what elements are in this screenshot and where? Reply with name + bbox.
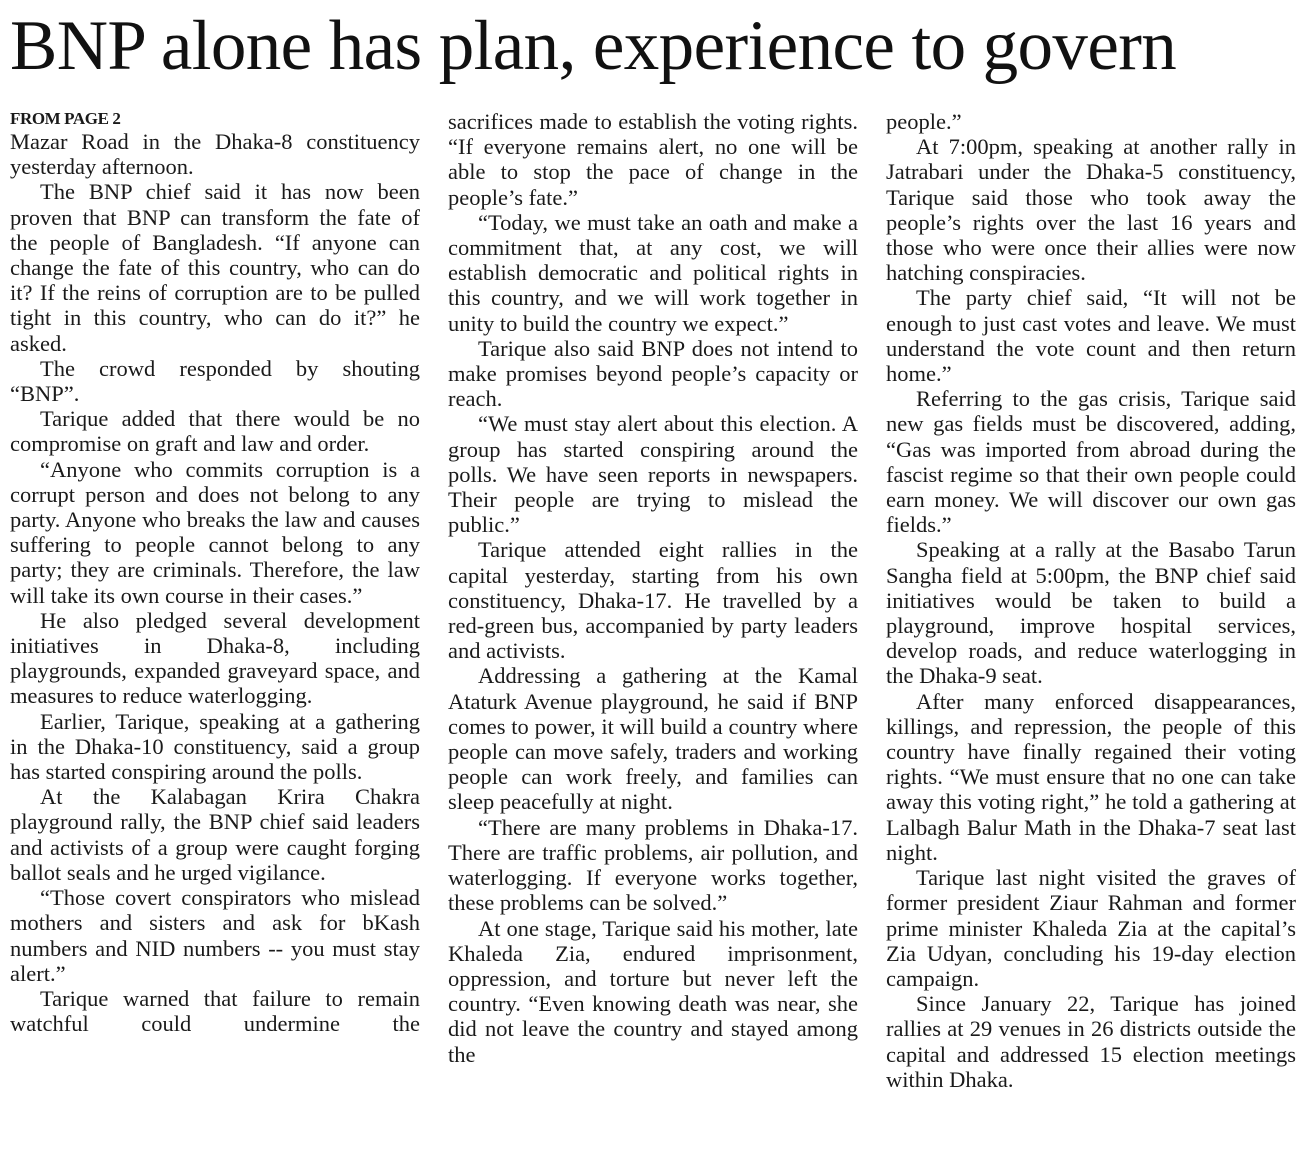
article-paragraph: Tarique added that there would be no com… [10, 406, 420, 457]
article-paragraph: At 7:00pm, speaking at another rally in … [886, 134, 1296, 286]
continued-from-label: FROM PAGE 2 [10, 109, 121, 128]
article-paragraph: Tarique also said BNP does not intend to… [448, 335, 858, 412]
article-paragraph: Speaking at a rally at the Basabo Tarun … [886, 537, 1296, 689]
article-column-2: sacrifices made to establish the voting … [448, 109, 858, 1067]
article-paragraph: The BNP chief said it has now been prove… [10, 179, 420, 356]
article-column-1: FROM PAGE 2 Mazar Road in the Dhaka-8 co… [10, 109, 420, 1036]
article-paragraph: Tarique attended eight rallies in the ca… [448, 537, 858, 664]
article-paragraph: “Those covert conspirators who mislead m… [10, 885, 420, 986]
article-paragraph: people.” [886, 109, 962, 134]
article-paragraph: At one stage, Tarique said his mother, l… [448, 915, 858, 1067]
article-paragraph: sacrifices made to establish the voting … [448, 109, 858, 210]
article-paragraph: At the Kalabagan Krira Chakra playground… [10, 784, 420, 885]
article-paragraph: The party chief said, “It will not be en… [886, 285, 1296, 387]
article-paragraph: After many enforced disappearances, kill… [886, 688, 1296, 865]
article-paragraph: “We must stay alert about this election.… [448, 411, 858, 538]
article-paragraph: Since January 22, Tarique has joined ral… [886, 991, 1296, 1092]
article-paragraph: The crowd responded by shouting “BNP”. [10, 355, 420, 407]
article-paragraph: Tarique last night visited the graves of… [886, 865, 1296, 991]
article-paragraph: “Anyone who commits corruption is a corr… [10, 456, 420, 608]
article-paragraph: Earlier, Tarique, speaking at a gatherin… [10, 708, 420, 785]
article-paragraph: Addressing a gathering at the Kamal Atat… [448, 663, 858, 815]
article-paragraph: Mazar Road in the Dhaka-8 constituency y… [10, 129, 420, 180]
article-paragraph: Referring to the gas crisis, Tarique sai… [886, 386, 1296, 538]
article-paragraph: “Today, we must take an oath and make a … [448, 209, 858, 336]
article-paragraph: Tarique warned that failure to remain wa… [10, 985, 420, 1037]
article-paragraph: He also pledged several development init… [10, 607, 420, 709]
article-paragraph: “There are many problems in Dhaka-17. Th… [448, 814, 858, 916]
headline: BNP alone has plan, experience to govern [10, 7, 1177, 85]
article-column-3: people.” At 7:00pm, speaking at another r… [886, 109, 1296, 1092]
